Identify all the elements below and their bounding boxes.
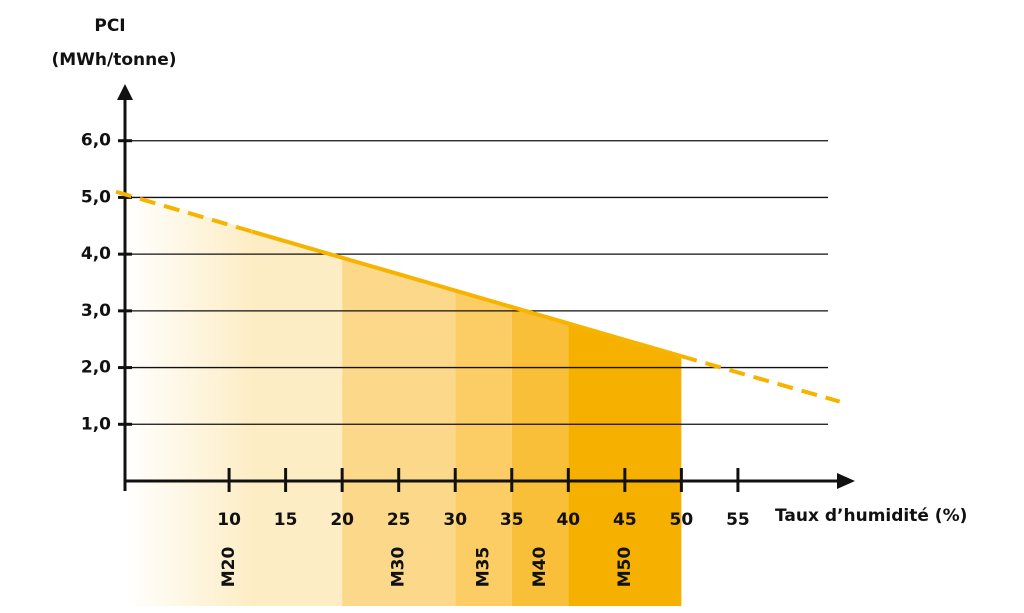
zone [455, 290, 512, 606]
y-tick-label: 3,0 [81, 301, 111, 321]
zone [568, 323, 682, 606]
y-tick-label: 4,0 [81, 244, 111, 264]
line-segment [251, 229, 682, 359]
x-tick-label: 15 [274, 510, 298, 530]
x-tick-label: 20 [330, 510, 354, 530]
y-axis-label: PCI [94, 16, 125, 36]
x-tick-label: 10 [217, 510, 241, 530]
x-tick-label: 25 [387, 510, 411, 530]
y-axis-label: (MWh/tonne) [51, 50, 176, 70]
zone-label: M20 [219, 547, 239, 588]
x-tick-label: 55 [726, 510, 750, 530]
x-axis-arrow [837, 473, 855, 489]
zone-label: M30 [389, 547, 409, 588]
zone [511, 306, 569, 606]
x-tick-label: 40 [556, 510, 580, 530]
zone [342, 257, 456, 606]
y-tick-label: 6,0 [81, 131, 111, 151]
x-tick-label: 35 [500, 510, 524, 530]
line-segment [680, 354, 841, 404]
x-axis-label: Taux d’humidité (%) [775, 506, 967, 526]
zone-fade [125, 84, 343, 606]
y-tick-label: 5,0 [81, 187, 111, 207]
zone-label: M35 [474, 547, 494, 588]
x-tick-label: 50 [670, 510, 694, 530]
x-tick-label: 45 [613, 510, 637, 530]
y-axis-arrow [117, 84, 133, 100]
zone-label: M40 [530, 547, 550, 588]
x-tick-label: 30 [443, 510, 467, 530]
y-tick-label: 1,0 [81, 414, 111, 434]
zone-label: M50 [615, 547, 635, 588]
y-tick-label: 2,0 [81, 358, 111, 378]
